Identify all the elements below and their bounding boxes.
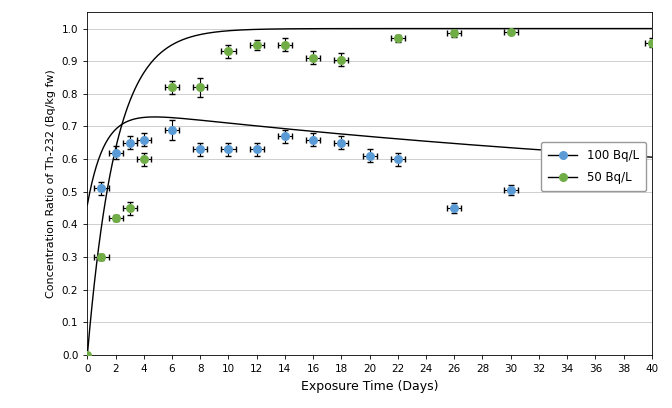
Y-axis label: Concentration Ratio of Th-232 (Bq/kg fw): Concentration Ratio of Th-232 (Bq/kg fw) bbox=[46, 69, 56, 298]
X-axis label: Exposure Time (Days): Exposure Time (Days) bbox=[301, 379, 438, 392]
Legend: 100 Bq/L, 50 Bq/L: 100 Bq/L, 50 Bq/L bbox=[541, 142, 646, 191]
